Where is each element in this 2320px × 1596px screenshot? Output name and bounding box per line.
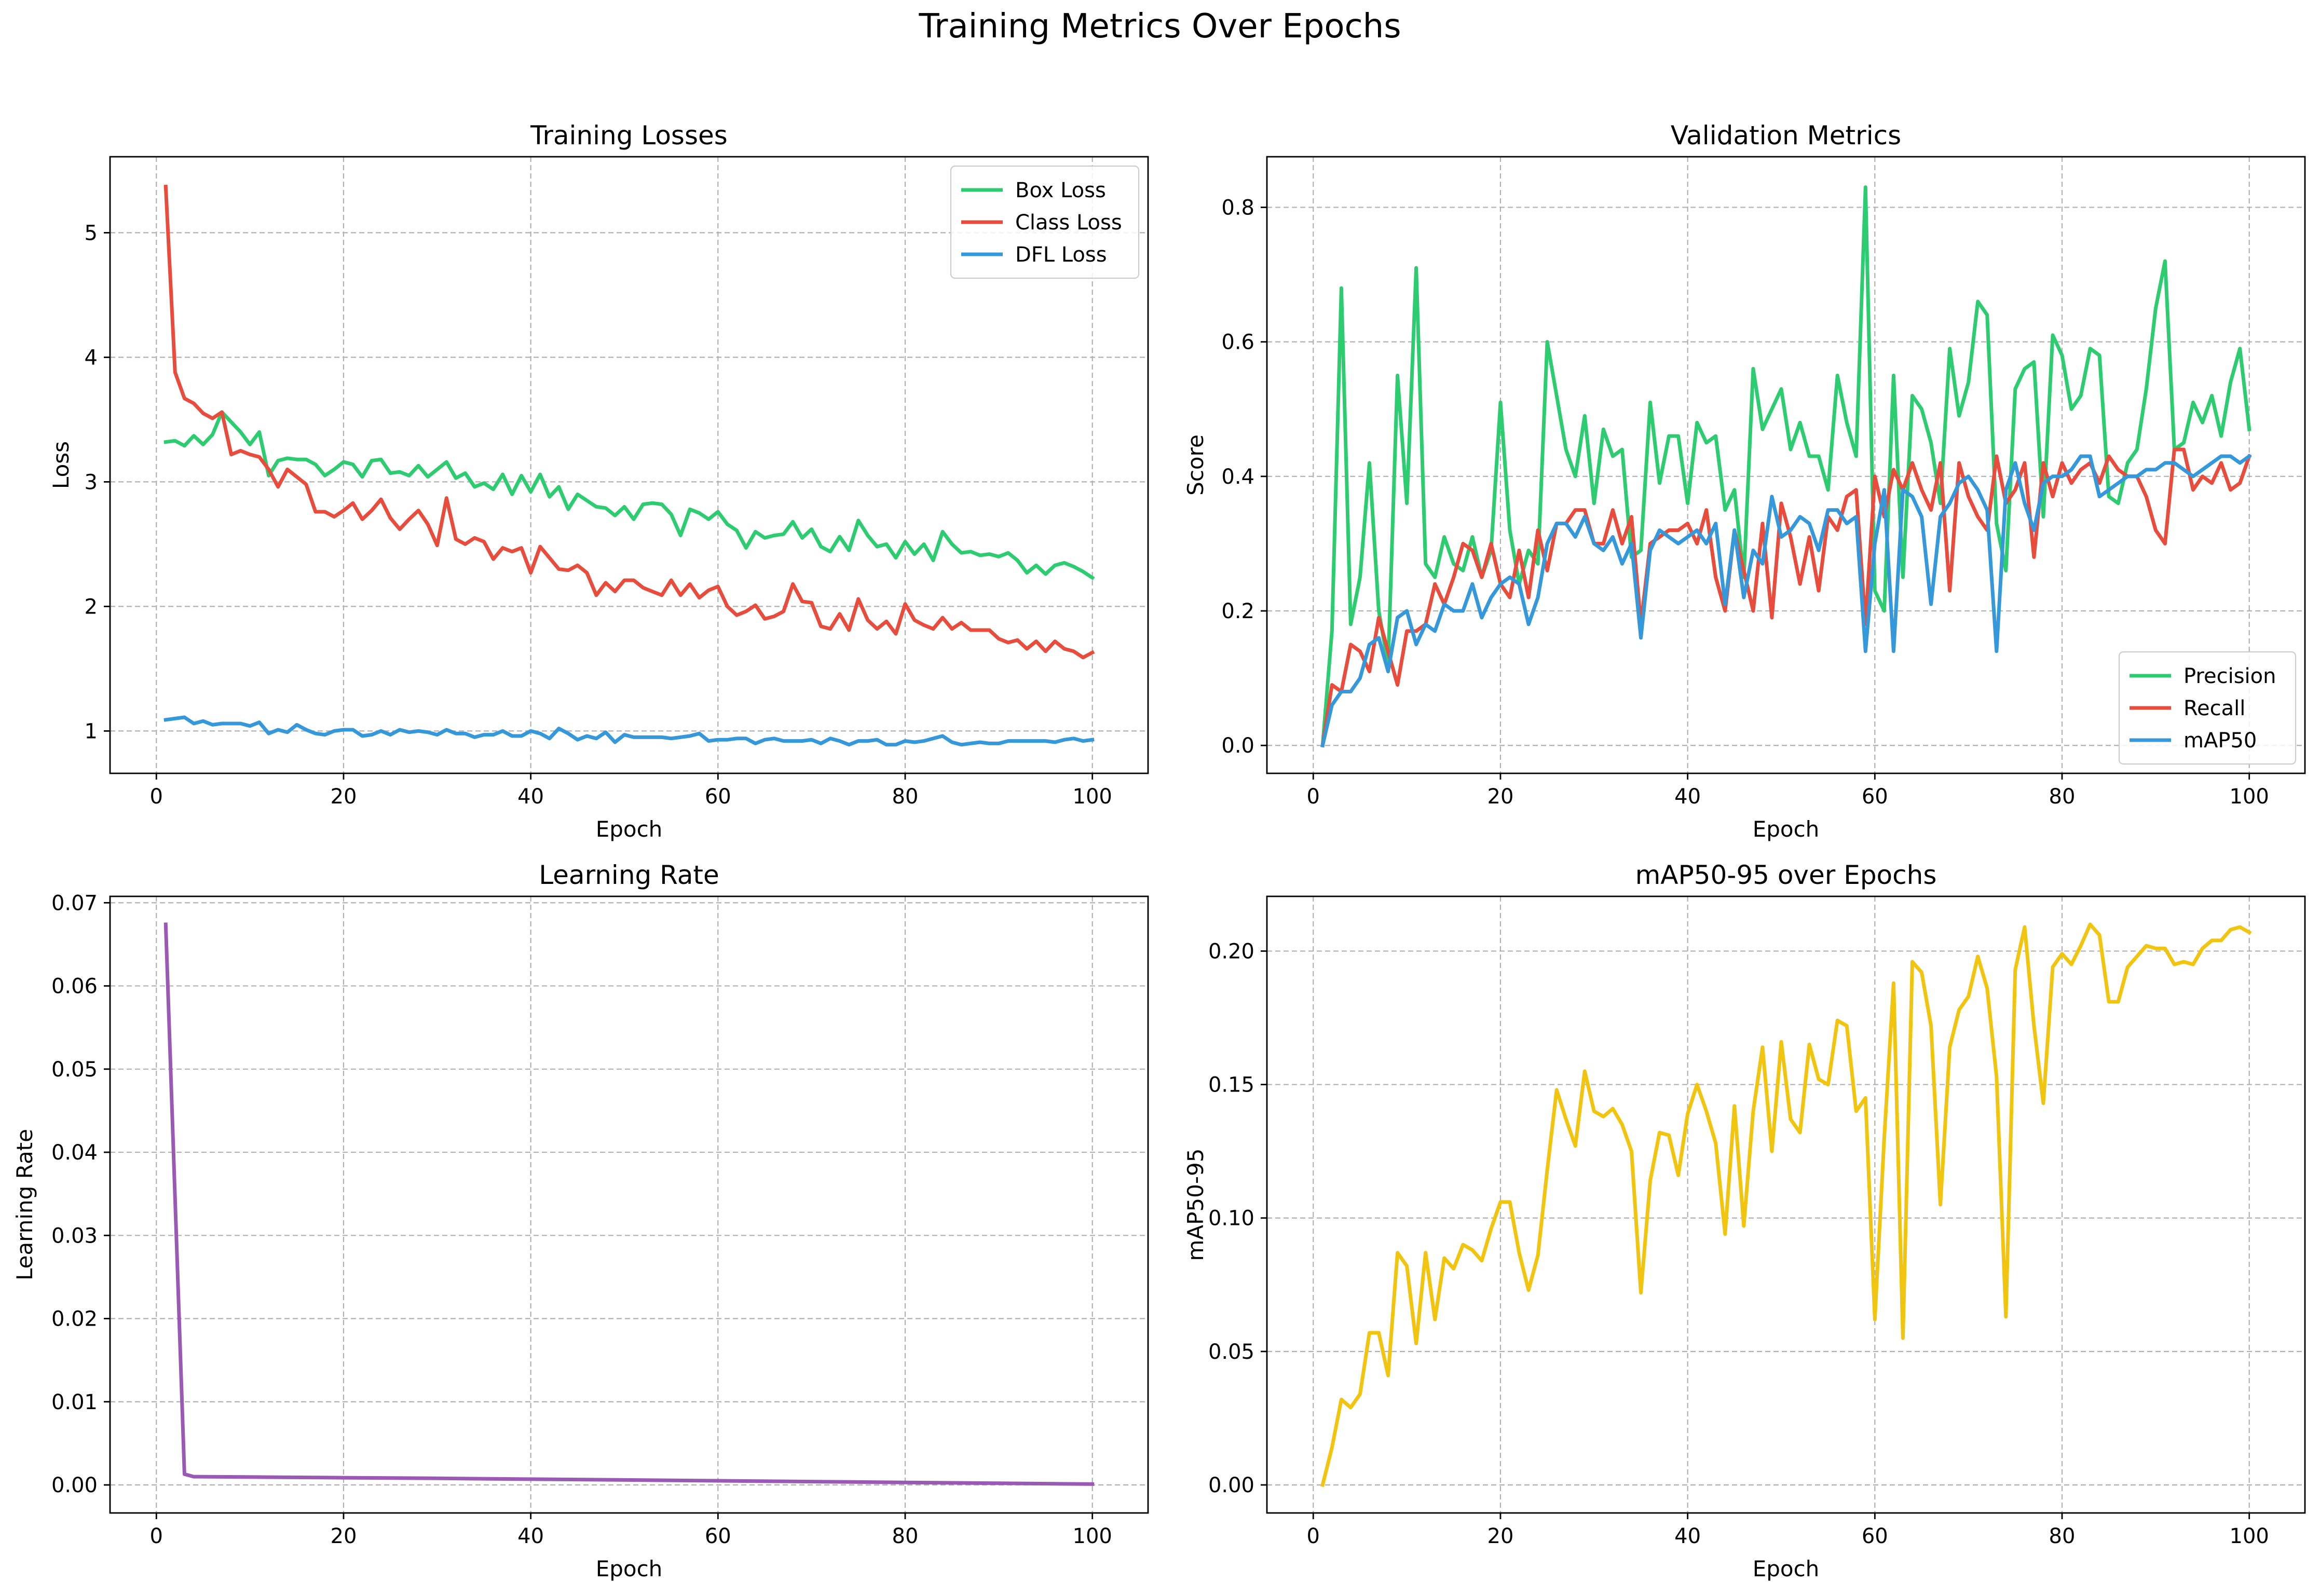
y-tick-label: 0.05	[1208, 1340, 1254, 1364]
chart-panel-3: 0 20 40 60 80 100 0.00 0.01 0.02 0.03 0.04 0.05 0.06…	[12, 860, 1149, 1581]
y-tick-label: 0.03	[51, 1224, 98, 1248]
y-tick-label: 0.00	[1208, 1474, 1254, 1497]
y-tick-label: 0.8	[1221, 196, 1254, 220]
y-tick-label: 0.05	[51, 1058, 98, 1082]
y-tick-label: 5	[85, 221, 98, 245]
legend-label: Class Loss	[1015, 211, 1122, 235]
x-axis-label: Epoch	[596, 816, 663, 842]
y-tick-label: 0.10	[1208, 1207, 1254, 1231]
plot-frame	[109, 156, 1149, 774]
plot-frame	[1266, 156, 2306, 774]
y-tick-label: 0.00	[51, 1474, 98, 1497]
panel-title: Learning Rate	[539, 860, 719, 890]
series-line-dfl-loss	[163, 715, 1095, 747]
legend-box	[2118, 651, 2297, 765]
legend-label: Precision	[2183, 664, 2276, 688]
y-tick-label: 0.6	[1221, 331, 1254, 354]
y-tick-label: 0.01	[51, 1390, 98, 1414]
x-tick-label: 60	[705, 1524, 731, 1548]
legend: Precision Recall mAP50	[2118, 651, 2297, 765]
x-tick-label: 0	[150, 1524, 163, 1548]
figure-title: Training Metrics Over Epochs	[919, 7, 1401, 46]
x-axis-label: Epoch	[596, 1556, 663, 1581]
y-tick-label: 0.02	[51, 1307, 98, 1331]
chart-panel-2: 0 20 40 60 80 100 0.0 0.2 0.4 0.6 0.8 Validation Me…	[1183, 120, 2306, 842]
legend-label: DFL Loss	[1015, 243, 1107, 267]
x-tick-label: 20	[331, 785, 357, 809]
x-tick-label: 20	[1487, 785, 1514, 809]
plot-frame	[1266, 895, 2306, 1514]
series-line-class-loss	[163, 184, 1095, 660]
panel-title: Training Losses	[530, 120, 728, 151]
series-line-precision	[1320, 185, 2251, 747]
y-axis-label: Loss	[48, 441, 74, 489]
panel-title: Validation Metrics	[1671, 120, 1901, 151]
y-tick-label: 0.15	[1208, 1073, 1254, 1097]
y-axis-label: mAP50-95	[1183, 1148, 1208, 1261]
x-tick-label: 80	[892, 785, 919, 809]
y-tick-label: 1	[85, 719, 98, 743]
x-tick-label: 0	[150, 785, 163, 809]
x-tick-label: 20	[1487, 1524, 1514, 1548]
y-tick-label: 0.06	[51, 975, 98, 999]
x-tick-label: 100	[1073, 785, 1112, 809]
x-tick-label: 100	[1073, 1524, 1112, 1548]
x-tick-label: 60	[705, 785, 731, 809]
y-tick-label: 0.04	[51, 1141, 98, 1165]
x-tick-label: 80	[2049, 785, 2076, 809]
y-tick-label: 3	[85, 470, 98, 494]
chart-panel-1: 0 20 40 60 80 100 1 2 3 4 5 Training Losses Epoch Los…	[48, 120, 1149, 842]
legend: Box Loss Class Loss DFL Loss	[950, 165, 1140, 279]
y-tick-label: 0.4	[1221, 465, 1254, 489]
x-tick-label: 20	[331, 1524, 357, 1548]
x-tick-label: 0	[1307, 1524, 1320, 1548]
x-tick-label: 80	[892, 1524, 919, 1548]
y-tick-label: 0.2	[1221, 599, 1254, 623]
y-tick-label: 0.07	[51, 891, 98, 915]
x-tick-label: 40	[1674, 1524, 1701, 1548]
legend-box	[950, 165, 1140, 279]
series-line-1	[163, 922, 1095, 1486]
series-line-map50	[1320, 454, 2252, 748]
x-tick-label: 40	[1674, 785, 1701, 809]
y-tick-label: 0.0	[1221, 734, 1254, 758]
x-tick-label: 60	[1862, 1524, 1888, 1548]
x-tick-label: 40	[517, 785, 544, 809]
legend-label: Recall	[2183, 697, 2245, 720]
plot-frame	[109, 895, 1149, 1514]
y-tick-label: 4	[85, 346, 98, 370]
y-axis-label: Learning Rate	[12, 1129, 37, 1280]
series-line-1	[1320, 922, 2252, 1488]
x-tick-label: 60	[1862, 785, 1888, 809]
panel-title: mAP50-95 over Epochs	[1635, 860, 1937, 890]
x-axis-label: Epoch	[1753, 1556, 1820, 1581]
y-axis-label: Score	[1183, 434, 1208, 496]
x-tick-label: 0	[1307, 785, 1320, 809]
x-tick-label: 100	[2230, 785, 2269, 809]
chart-panel-4: 0 20 40 60 80 100 0.00 0.05 0.10 0.15 0.20 mAP50-95…	[1183, 860, 2306, 1581]
legend-label: Box Loss	[1015, 179, 1106, 202]
x-tick-label: 40	[517, 1524, 544, 1548]
y-tick-label: 2	[85, 595, 98, 619]
legend-label: mAP50	[2183, 729, 2257, 753]
y-tick-label: 0.20	[1208, 939, 1254, 963]
x-tick-label: 80	[2049, 1524, 2076, 1548]
x-tick-label: 100	[2230, 1524, 2269, 1548]
series-line-box-loss	[163, 410, 1095, 581]
x-axis-label: Epoch	[1753, 816, 1820, 842]
